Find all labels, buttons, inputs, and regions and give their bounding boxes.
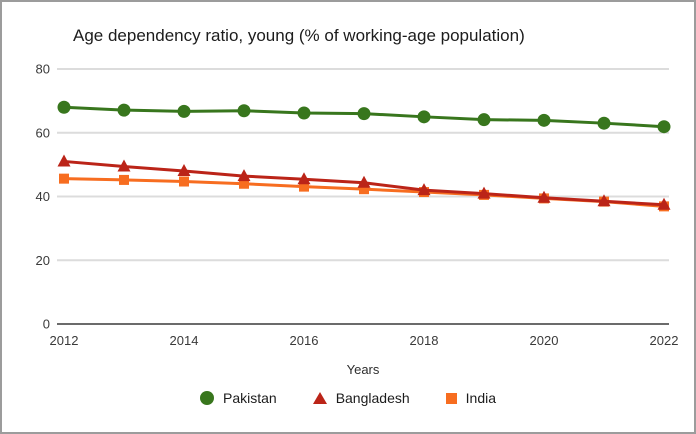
data-point-bangladesh bbox=[117, 159, 131, 172]
y-tick-label: 20 bbox=[36, 253, 50, 268]
data-point-bangladesh bbox=[237, 169, 251, 182]
data-point-bangladesh bbox=[597, 194, 611, 207]
data-point-pakistan bbox=[537, 113, 551, 127]
x-tick-label: 2022 bbox=[650, 333, 679, 348]
data-point-pakistan bbox=[297, 106, 311, 120]
legend-label-india: India bbox=[465, 390, 496, 406]
data-point-india bbox=[359, 184, 369, 195]
data-point-bangladesh bbox=[177, 164, 191, 176]
data-point-bangladesh bbox=[297, 172, 311, 185]
legend-label-pakistan: Pakistan bbox=[222, 390, 277, 406]
data-point-pakistan bbox=[357, 107, 371, 121]
legend-item-pakistan: Pakistan bbox=[199, 390, 277, 406]
data-point-pakistan bbox=[597, 116, 611, 130]
data-point-india bbox=[119, 174, 129, 185]
data-point-bangladesh bbox=[417, 183, 431, 196]
data-point-india bbox=[239, 178, 249, 189]
data-point-bangladesh bbox=[657, 197, 671, 210]
x-tick-label: 2018 bbox=[410, 333, 439, 348]
x-tick-label: 2012 bbox=[50, 333, 79, 348]
data-point-bangladesh bbox=[537, 190, 551, 203]
y-tick-label: 60 bbox=[36, 125, 50, 140]
x-tick-label: 2020 bbox=[530, 333, 559, 348]
legend-item-india: India bbox=[445, 390, 496, 406]
y-tick-label: 0 bbox=[43, 317, 50, 332]
square-marker-icon bbox=[445, 392, 457, 404]
legend: Pakistan Bangladesh India bbox=[2, 390, 694, 406]
x-tick-label: 2014 bbox=[170, 333, 199, 348]
data-point-pakistan bbox=[177, 104, 191, 118]
chart-title: Age dependency ratio, young (% of workin… bbox=[73, 26, 525, 45]
data-point-bangladesh bbox=[357, 175, 371, 188]
data-point-india bbox=[299, 181, 309, 192]
data-point-india bbox=[59, 173, 69, 184]
data-point-india bbox=[179, 176, 189, 187]
x-axis-title: Years bbox=[346, 362, 380, 377]
data-point-bangladesh bbox=[57, 154, 71, 167]
data-point-pakistan bbox=[417, 110, 431, 124]
circle-marker-icon bbox=[199, 391, 214, 405]
x-tick-label: 2016 bbox=[290, 333, 319, 348]
data-point-pakistan bbox=[57, 100, 71, 114]
legend-item-bangladesh: Bangladesh bbox=[312, 390, 410, 406]
data-point-bangladesh bbox=[477, 186, 491, 199]
data-point-pakistan bbox=[117, 103, 131, 117]
legend-label-bangladesh: Bangladesh bbox=[335, 390, 410, 406]
data-point-pakistan bbox=[237, 104, 251, 118]
data-point-pakistan bbox=[657, 120, 671, 134]
y-tick-label: 40 bbox=[36, 189, 50, 204]
triangle-marker-icon bbox=[312, 392, 327, 404]
data-point-pakistan bbox=[477, 113, 491, 127]
y-tick-label: 80 bbox=[36, 62, 50, 77]
